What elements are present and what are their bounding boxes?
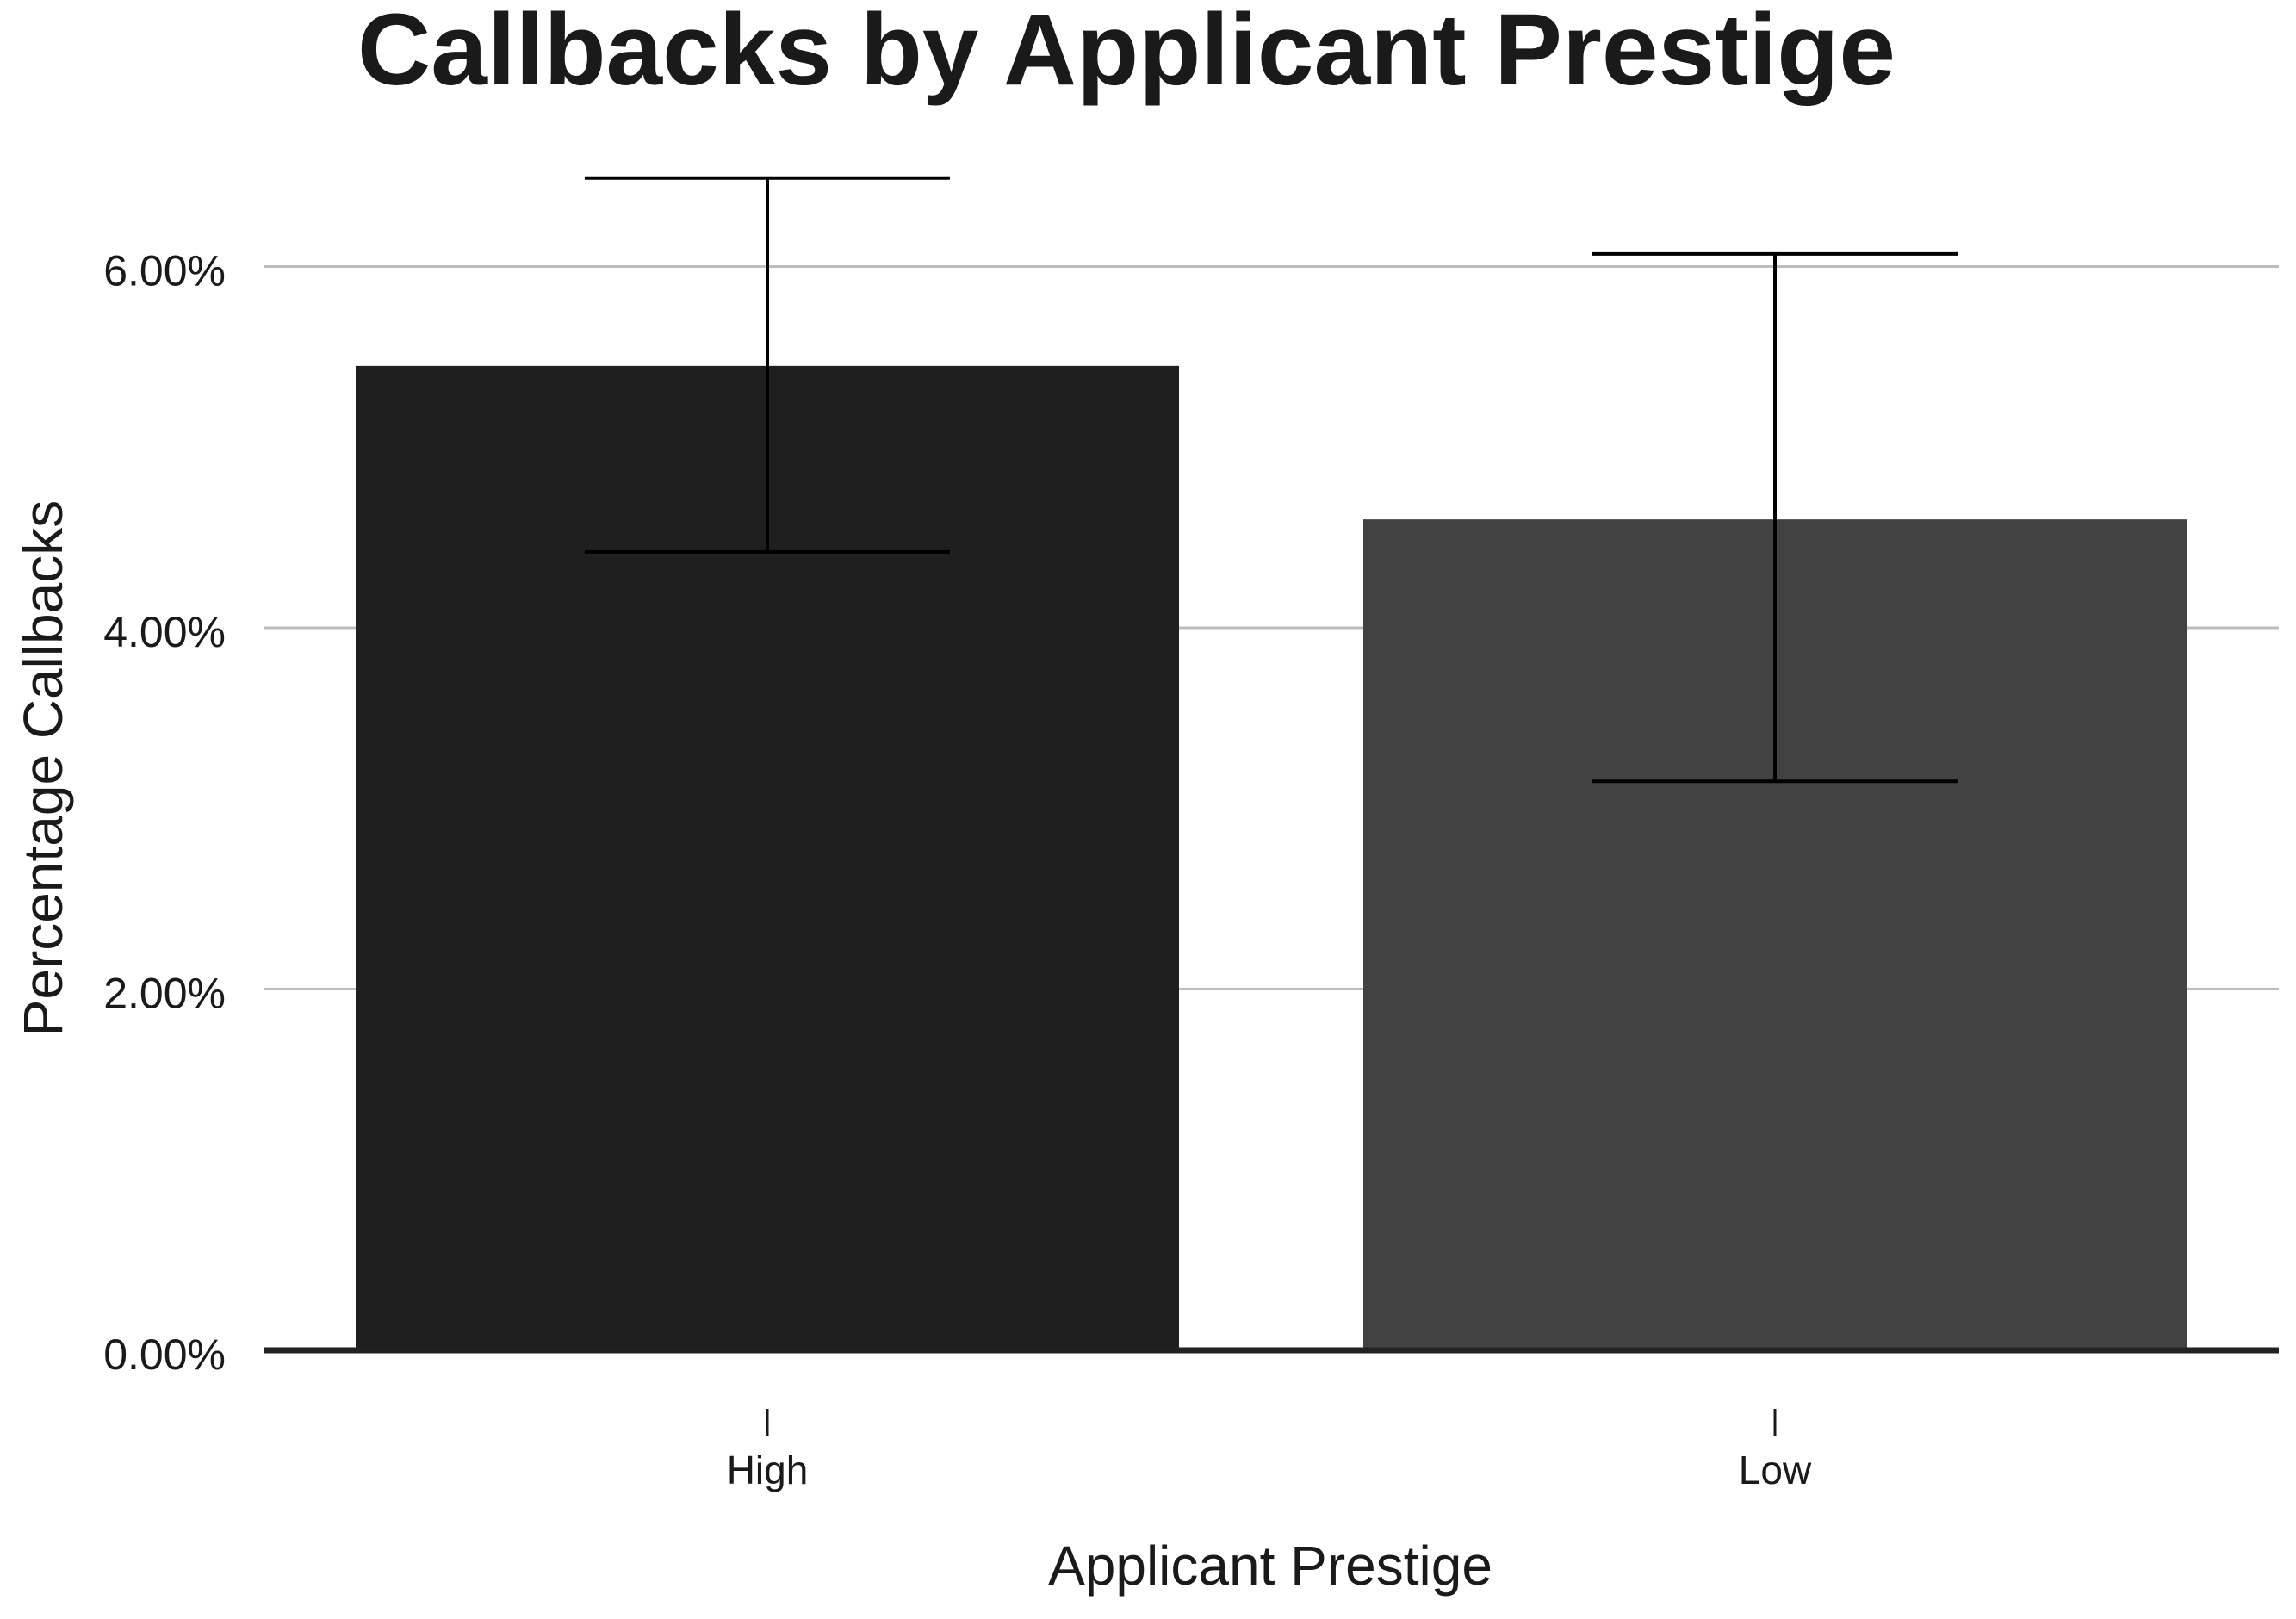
y-axis-label: Percentage Callbacks [12,500,74,1037]
bars [356,365,2187,1350]
y-tick-label: 6.00% [103,247,226,295]
error-bars [585,176,1958,784]
y-tick-label: 2.00% [103,970,226,1018]
chart-title: Callbacks by Applicant Prestige [357,0,1896,107]
x-axis-label: Applicant Prestige [1048,1535,1492,1597]
x-axis-ticks: High Low [727,1409,1812,1492]
y-tick-label: 4.00% [103,608,226,656]
y-axis-ticks: 0.00% 2.00% 4.00% 6.00% [103,247,226,1380]
x-tick-label: Low [1739,1448,1812,1492]
y-tick-label: 0.00% [103,1331,226,1379]
x-tick-label: High [727,1448,809,1492]
